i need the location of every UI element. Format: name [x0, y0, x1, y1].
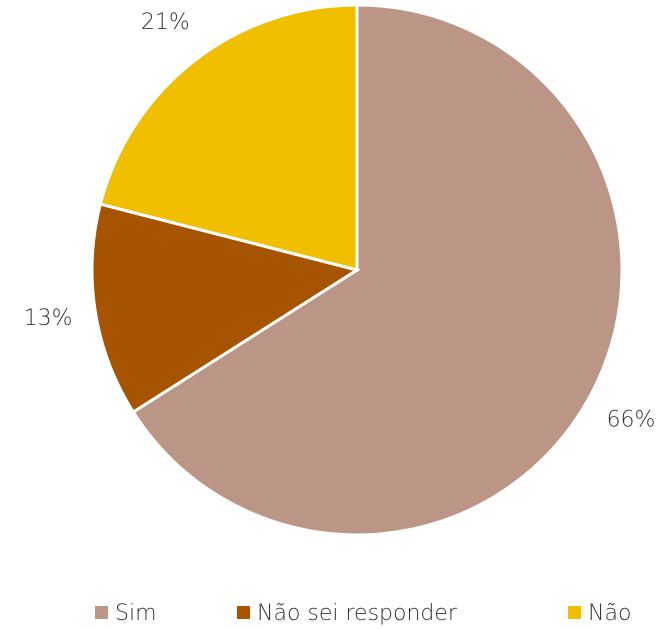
- data-label: 21%: [141, 10, 190, 35]
- legend-label: Não: [588, 601, 631, 626]
- pie-slice: [98, 3, 359, 272]
- data-label: 66%: [607, 408, 656, 433]
- legend-label: Sim: [115, 601, 157, 626]
- legend-swatch: [568, 606, 581, 619]
- legend-swatch: [95, 606, 108, 619]
- pie-slice: [90, 202, 361, 415]
- legend-swatch: [237, 606, 250, 619]
- legend-label: Não sei responder: [257, 601, 458, 626]
- data-label: 13%: [24, 306, 73, 331]
- pie-slice: [131, 3, 624, 537]
